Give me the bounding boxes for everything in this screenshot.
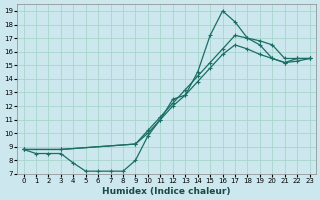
X-axis label: Humidex (Indice chaleur): Humidex (Indice chaleur) [102,187,231,196]
